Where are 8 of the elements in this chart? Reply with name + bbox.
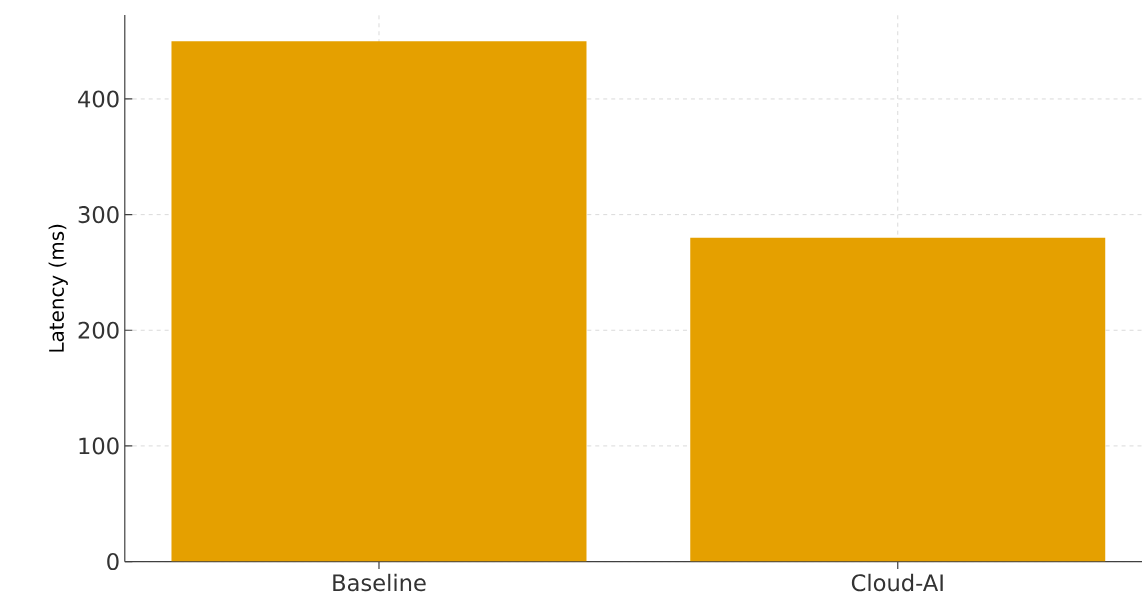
x-tick-label: Baseline [333, 573, 426, 592]
y-tick-label: 200 [78, 321, 119, 339]
y-tick-label: 300 [78, 205, 119, 223]
y-tick-label: 0 [107, 552, 119, 570]
y-tick-label: 400 [78, 90, 119, 108]
y-tick-label: 100 [79, 437, 119, 455]
y-axis-title: Latency (ms) [48, 224, 68, 352]
x-tick-label: Cloud-AI [851, 573, 943, 592]
